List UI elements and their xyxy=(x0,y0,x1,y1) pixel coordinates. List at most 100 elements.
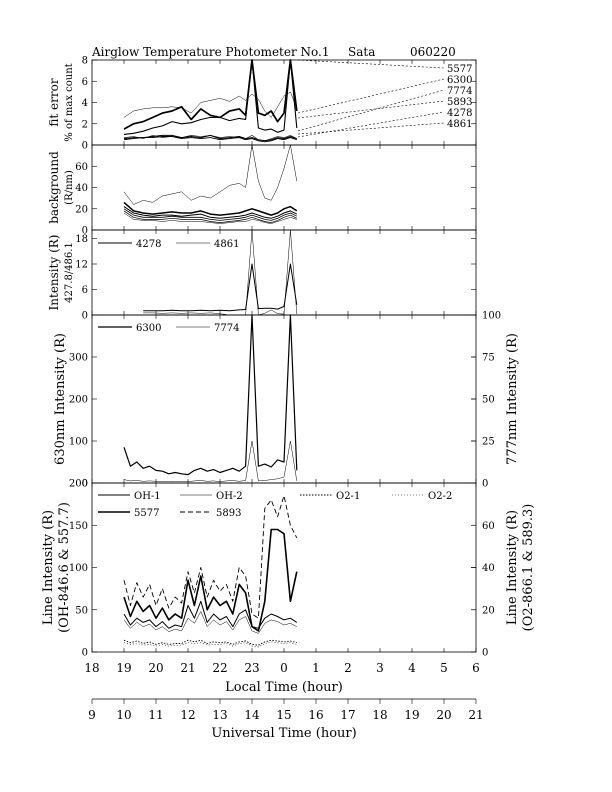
y-tick-label: 0 xyxy=(82,141,88,152)
local-time-tick-label: 4 xyxy=(408,661,416,675)
series-line-fit-error-2 xyxy=(123,91,298,118)
y-tick-label: 100 xyxy=(69,437,88,448)
ut-tick-label: 21 xyxy=(468,708,483,722)
series-line-background-1 xyxy=(123,201,298,216)
legend-label: 5577 xyxy=(447,64,472,75)
y-tick-label: 40 xyxy=(75,183,88,194)
series-line-fit-error-1 xyxy=(123,59,298,135)
local-time-tick-label: 5 xyxy=(440,661,448,675)
legend-leader-line xyxy=(297,122,445,135)
ut-tick-label: 16 xyxy=(308,708,323,722)
legend-label: 4278 xyxy=(136,239,161,250)
ut-tick-label: 19 xyxy=(404,708,419,722)
y-tick-label: 6 xyxy=(82,285,88,296)
local-time-tick-label: 1 xyxy=(312,661,320,675)
y-right-tick-label: 50 xyxy=(482,395,495,406)
legend-label: O2-2 xyxy=(428,491,452,502)
y-right-axis-label: 777nm Intensity (R) xyxy=(505,333,520,465)
y-tick-label: 20 xyxy=(75,204,88,215)
legend-label: 5893 xyxy=(447,97,472,108)
local-time-tick-label: 2 xyxy=(344,661,352,675)
ut-axis-label: Universal Time (hour) xyxy=(211,726,356,741)
local-time-tick-label: 21 xyxy=(180,661,195,675)
local-time-tick-label: 22 xyxy=(212,661,227,675)
y-tick-label: 6 xyxy=(82,77,88,88)
series-line-red-line-0 xyxy=(123,314,298,476)
y-tick-label: 100 xyxy=(69,563,88,574)
y-axis-label: 427.8/486.1 xyxy=(64,242,75,303)
chart-station: Sata xyxy=(348,45,375,59)
y-axis-label: (R/nm) xyxy=(64,170,75,205)
y-axis-label: background xyxy=(47,151,61,224)
series-line-fit-error-0 xyxy=(123,59,298,130)
ut-tick-label: 14 xyxy=(244,708,260,722)
y-tick-label: 4 xyxy=(82,98,88,109)
local-time-tick-label: 19 xyxy=(116,661,131,675)
y-tick-label: 0 xyxy=(82,226,88,237)
panel-frame xyxy=(91,59,477,146)
ut-tick-label: 15 xyxy=(276,708,291,722)
series-line-fit-error-3 xyxy=(123,134,297,142)
series-line-line-intensity-0 xyxy=(123,600,298,629)
ut-tick-label: 10 xyxy=(116,708,131,722)
legend-label: 7774 xyxy=(447,86,472,97)
legend-leader-line xyxy=(297,89,445,132)
legend-label: 4861 xyxy=(447,119,472,130)
y-right-tick-label: 0 xyxy=(482,479,488,490)
y-right-axis-label: (O2-866.1 & 589.3) xyxy=(521,504,536,632)
ut-tick-label: 18 xyxy=(372,708,387,722)
chart-title: Airglow Temperature Photometer No.1 xyxy=(91,45,330,59)
ut-tick-label: 20 xyxy=(436,708,451,722)
series-line-background-3 xyxy=(123,208,297,221)
series-line-background-0 xyxy=(123,144,298,205)
local-time-tick-label: 3 xyxy=(376,661,384,675)
y-axis-label: (OH-846.6 & 557.7) xyxy=(57,502,72,633)
legend-leader-line xyxy=(297,100,445,119)
y-right-tick-label: 75 xyxy=(482,353,495,364)
y-axis-label: % of max count xyxy=(64,63,75,141)
series-line-background-2 xyxy=(123,206,298,219)
y-tick-label: 0 xyxy=(82,311,88,322)
legend-label: 7774 xyxy=(214,323,239,334)
y-axis-label: 630nm Intensity (R) xyxy=(53,333,68,465)
series-line-background-5 xyxy=(123,212,297,224)
y-tick-label: 0 xyxy=(82,648,88,659)
series-line-red-line-1 xyxy=(123,440,298,482)
legend-label: 6300 xyxy=(447,75,472,86)
series-line-fit-error-5 xyxy=(123,135,297,142)
local-time-tick-label: 23 xyxy=(244,661,259,675)
series-line-background-4 xyxy=(123,210,297,223)
legend-label: 5577 xyxy=(134,508,159,519)
legend-label: 4861 xyxy=(214,239,239,250)
series-line-intensity-blue-0 xyxy=(143,263,298,312)
legend-label: OH-2 xyxy=(216,491,243,502)
ut-tick-label: 9 xyxy=(88,708,96,722)
y-right-tick-label: 40 xyxy=(482,563,495,574)
y-right-tick-label: 60 xyxy=(482,521,495,532)
y-axis-label: Intensity (R) xyxy=(47,235,61,311)
y-tick-label: 50 xyxy=(75,605,88,616)
y-right-tick-label: 25 xyxy=(482,437,495,448)
ut-tick-label: 11 xyxy=(148,708,163,722)
local-time-axis-label: Local Time (hour) xyxy=(225,680,343,695)
y-tick-label: 60 xyxy=(75,162,88,173)
y-tick-label: 0 xyxy=(82,479,88,490)
y-right-axis-label: Line Intensity (R) xyxy=(505,510,520,625)
y-tick-label: 200 xyxy=(69,479,88,490)
series-line-line-intensity-1 xyxy=(123,611,297,634)
series-line-line-intensity-3 xyxy=(123,495,298,619)
legend-label: 4278 xyxy=(447,108,472,119)
series-line-line-intensity-2 xyxy=(123,528,298,632)
ut-tick-label: 13 xyxy=(212,708,227,722)
legend-leader-line xyxy=(297,111,445,138)
local-time-tick-label: 6 xyxy=(472,661,480,675)
chart-date: 060220 xyxy=(410,45,456,59)
series-line-line-intensity-4 xyxy=(123,639,297,646)
local-time-tick-label: 20 xyxy=(148,661,163,675)
y-tick-label: 8 xyxy=(82,56,88,67)
legend-label: OH-1 xyxy=(134,491,161,502)
ut-tick-label: 17 xyxy=(340,708,355,722)
legend-label: 6300 xyxy=(136,323,161,334)
y-right-tick-label: 20 xyxy=(482,605,495,616)
